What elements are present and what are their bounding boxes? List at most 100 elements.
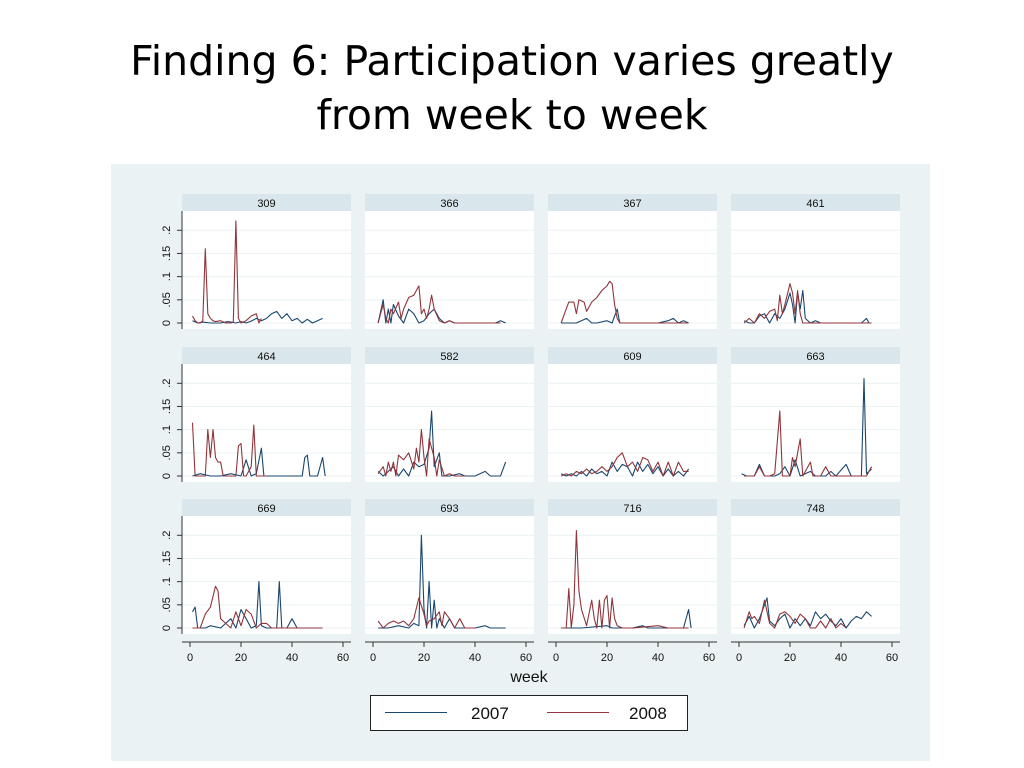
series-line-2007 <box>192 581 308 629</box>
y-tick-label: .05 <box>161 292 173 307</box>
x-tick-label: 40 <box>835 652 847 664</box>
x-tick-label: 60 <box>886 652 898 664</box>
panel-plot-area <box>365 364 534 482</box>
series-line-2008 <box>377 429 465 477</box>
panel-716: 716 0 20 40 60 <box>548 499 717 664</box>
x-tick-label: 40 <box>469 652 481 664</box>
panel-strip-label: 716 <box>623 503 641 515</box>
series-line-2008 <box>560 280 689 324</box>
panel-669: 669 0 .05 .1 .15 .2 0 20 40 60 <box>161 499 351 664</box>
panel-plot-area <box>182 516 351 634</box>
panel-plot-area <box>731 211 900 329</box>
panel-strip <box>731 499 900 516</box>
y-tick-label: 0 <box>161 473 173 479</box>
panel-strip <box>182 499 351 516</box>
panel-strip <box>548 194 717 211</box>
panel-strip <box>548 499 717 516</box>
y-tick-label: .1 <box>161 577 173 586</box>
small-multiples-chart: 309 0 .05 .1 .15 .2 366 367 461 464 0 .05 .1 .15 .2 582… <box>161 194 900 686</box>
slide-title-line-1: Finding 6: Participation varies greatly <box>130 37 894 85</box>
panel-309: 309 0 .05 .1 .15 .2 <box>161 194 351 329</box>
panel-strip-label: 693 <box>440 503 458 515</box>
panel-strip-label: 367 <box>623 198 641 210</box>
x-tick-label: 40 <box>286 652 298 664</box>
y-tick-label: .15 <box>161 551 173 566</box>
y-tick-label: .05 <box>161 445 173 460</box>
panel-plot-area <box>548 364 717 482</box>
panel-plot-area <box>548 211 717 329</box>
chart-figure: 309 0 .05 .1 .15 .2 366 367 461 464 0 .05 .1 .15 .2 582… <box>111 164 930 761</box>
panel-582: 582 <box>365 347 534 482</box>
panel-strip-label: 309 <box>257 198 275 210</box>
series-line-2008 <box>377 597 475 629</box>
legend-label-2007: 2007 <box>471 704 509 723</box>
x-tick-label: 20 <box>784 652 796 664</box>
y-tick-label: .2 <box>161 379 173 388</box>
panel-strip <box>182 194 351 211</box>
x-tick-label: 60 <box>520 652 532 664</box>
legend-label-2008: 2008 <box>629 704 667 723</box>
y-tick-label: .05 <box>161 597 173 612</box>
panel-464: 464 0 .05 .1 .15 .2 <box>161 347 351 482</box>
panel-strip-label: 461 <box>806 198 824 210</box>
panel-plot-area <box>365 516 534 634</box>
series-line-2008 <box>561 530 689 629</box>
y-tick-label: .15 <box>161 399 173 414</box>
panel-strip <box>731 194 900 211</box>
panel-609: 609 <box>548 347 717 482</box>
legend-swatch-2007 <box>385 712 447 713</box>
series-line-2008 <box>743 283 872 324</box>
x-tick-label: 20 <box>235 652 247 664</box>
panel-366: 366 <box>365 194 534 329</box>
y-tick-label: .1 <box>161 272 173 281</box>
series-line-2008 <box>191 422 267 477</box>
panel-plot-area <box>548 516 717 634</box>
x-tick-label: 60 <box>337 652 349 664</box>
y-tick-label: .2 <box>161 531 173 540</box>
series-line-2008 <box>377 285 501 324</box>
x-axis-title: week <box>509 669 548 686</box>
x-tick-label: 20 <box>601 652 613 664</box>
panel-strip-label: 669 <box>257 503 275 515</box>
panel-strip <box>365 499 534 516</box>
panel-strip <box>548 347 717 364</box>
panel-strip <box>182 347 351 364</box>
x-tick-label: 0 <box>187 652 193 664</box>
panel-strip-label: 582 <box>440 351 458 363</box>
panel-strip-label: 609 <box>623 351 641 363</box>
series-line-2007 <box>743 289 870 324</box>
legend-item-2008: 2008 <box>547 696 687 730</box>
panel-strip <box>731 347 900 364</box>
panel-367: 367 <box>548 194 717 329</box>
series-line-2007 <box>560 461 690 477</box>
panel-strip-label: 748 <box>806 503 824 515</box>
panel-plot-area <box>731 516 900 634</box>
x-tick-label: 40 <box>652 652 664 664</box>
x-tick-label: 0 <box>553 652 559 664</box>
x-tick-label: 0 <box>370 652 376 664</box>
series-line-2007 <box>561 308 689 324</box>
y-tick-label: .15 <box>161 246 173 261</box>
series-line-2007 <box>192 310 323 324</box>
panel-strip-label: 464 <box>257 351 275 363</box>
panel-strip <box>365 347 534 364</box>
slide-title: Finding 6: Participation varies greatly … <box>0 34 1024 142</box>
legend-swatch-2008 <box>547 712 609 713</box>
series-line-2008 <box>560 452 689 477</box>
panel-strip-label: 366 <box>440 198 458 210</box>
chart-legend: 2007 2008 <box>370 695 688 731</box>
legend-item-2007: 2007 <box>385 696 525 730</box>
panel-plot-area <box>182 364 351 482</box>
y-tick-label: 0 <box>161 625 173 631</box>
y-tick-label: .2 <box>161 226 173 235</box>
series-line-2008 <box>192 220 262 324</box>
series-line-2008 <box>744 410 873 477</box>
series-line-2008 <box>192 585 323 629</box>
panel-748: 748 0 20 40 60 <box>731 499 900 664</box>
series-line-2008 <box>743 599 847 629</box>
panel-strip <box>365 194 534 211</box>
panel-plot-area <box>731 364 900 482</box>
panel-461: 461 <box>731 194 900 329</box>
panel-strip-label: 663 <box>806 351 824 363</box>
y-tick-label: 0 <box>161 320 173 326</box>
